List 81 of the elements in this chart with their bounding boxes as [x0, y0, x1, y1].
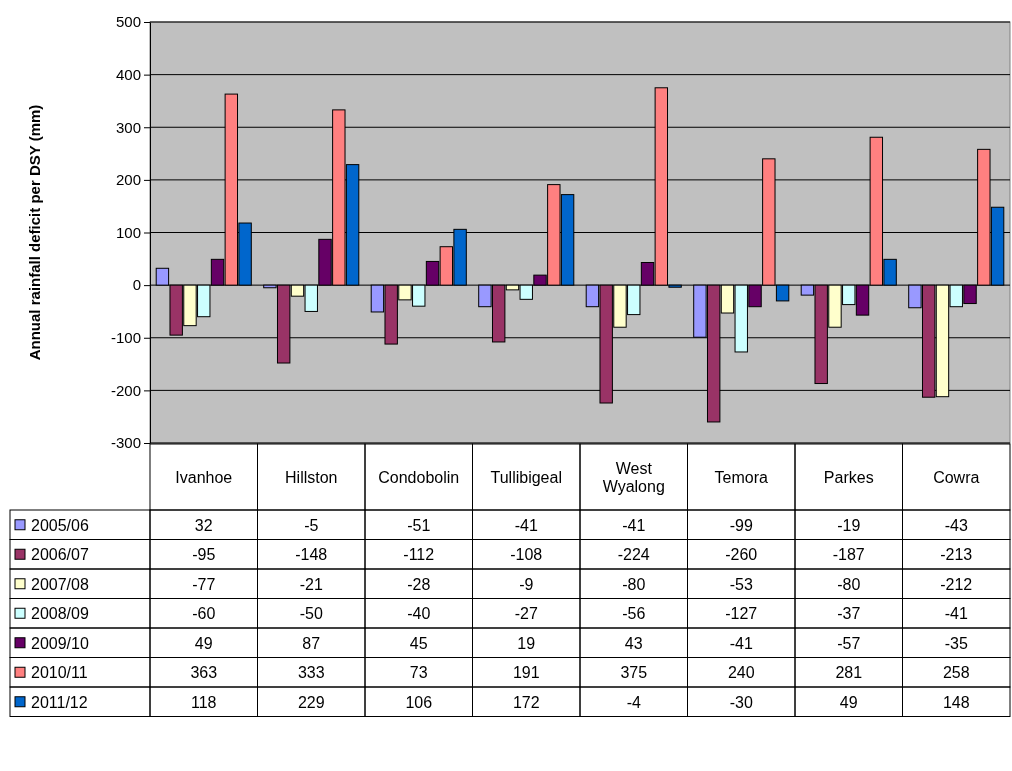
x-tick-label: Hillston: [285, 468, 338, 486]
data-label: -213: [940, 546, 973, 564]
y-tick-label: -100: [110, 329, 141, 347]
x-tick-label: West Wyalong: [602, 459, 665, 495]
data-label: -212: [940, 575, 973, 593]
data-label: -53: [729, 575, 753, 593]
y-axis-title: Annual rainfall deficit per DSY (mm): [26, 104, 43, 361]
data-label: -50: [299, 605, 323, 623]
x-tick-label: Temora: [714, 468, 769, 486]
data-label: -95: [192, 546, 216, 564]
data-label: -127: [725, 605, 758, 623]
data-label: 49: [194, 634, 213, 652]
legend-label: 2005/06: [31, 516, 89, 534]
data-label: -99: [729, 516, 753, 534]
data-label: -30: [729, 693, 753, 711]
data-label: -108: [510, 546, 543, 564]
data-label: -9: [519, 575, 534, 593]
data-label: 229: [297, 693, 325, 711]
data-label: 19: [517, 634, 536, 652]
x-tick-label: Parkes: [823, 468, 874, 486]
data-label: 49: [839, 693, 858, 711]
x-tick-label: Condobolin: [378, 468, 460, 486]
data-label: -60: [192, 605, 216, 623]
data-label: -56: [622, 605, 646, 623]
data-label: -148: [295, 546, 328, 564]
data-label: 73: [409, 664, 428, 682]
data-label: -41: [622, 516, 646, 534]
data-label: 191: [512, 664, 540, 682]
legend-label: 2011/12: [31, 693, 88, 711]
data-label: -51: [407, 516, 431, 534]
data-label: -41: [944, 605, 968, 623]
y-tick-label: 500: [115, 13, 141, 31]
data-label: -5: [304, 516, 319, 534]
y-tick-label: -300: [110, 434, 141, 452]
data-label: -21: [299, 575, 323, 593]
data-label: -35: [944, 634, 968, 652]
data-label: -40: [407, 605, 431, 623]
data-label: 281: [835, 664, 863, 682]
legend-label: 2007/08: [31, 575, 89, 593]
data-label: -19: [837, 516, 861, 534]
data-label: 45: [409, 634, 428, 652]
data-label: -41: [514, 516, 538, 534]
data-label: -77: [192, 575, 216, 593]
x-tick-label: Cowra: [933, 468, 980, 486]
data-label: 87: [302, 634, 321, 652]
legend-label: 2006/07: [31, 546, 89, 564]
data-label: -4: [626, 693, 641, 711]
data-label: 106: [405, 693, 433, 711]
data-label: 43: [624, 634, 643, 652]
data-label: -27: [514, 605, 538, 623]
data-label: -112: [403, 546, 435, 564]
data-label: -43: [944, 516, 968, 534]
y-tick-label: 400: [115, 65, 141, 83]
y-tick-label: 300: [115, 118, 141, 136]
data-label: -57: [837, 634, 861, 652]
data-label: -37: [837, 605, 861, 623]
data-label: -224: [617, 546, 650, 564]
data-label: -28: [407, 575, 431, 593]
data-label: -80: [622, 575, 646, 593]
data-label: -41: [729, 634, 753, 652]
legend-label: 2009/10: [31, 634, 89, 652]
data-label: 375: [620, 664, 648, 682]
data-label: -260: [725, 546, 758, 564]
data-label: 258: [942, 664, 970, 682]
data-label: -80: [837, 575, 861, 593]
data-label: -187: [832, 546, 865, 564]
data-label: 118: [190, 693, 217, 711]
data-label: 172: [512, 693, 540, 711]
x-tick-label: Tullibigeal: [490, 468, 562, 486]
data-label: 32: [194, 516, 213, 534]
y-tick-label: 0: [132, 276, 141, 294]
legend-label: 2010/11: [31, 664, 88, 682]
legend-label: 2008/09: [31, 605, 89, 623]
data-label: 363: [190, 664, 218, 682]
data-label: 240: [727, 664, 755, 682]
data-label: 333: [297, 664, 325, 682]
y-tick-label: 200: [115, 171, 141, 189]
x-tick-label: Ivanhoe: [175, 468, 233, 486]
data-label: 148: [942, 693, 970, 711]
y-tick-label: 100: [115, 223, 141, 241]
y-tick-label: -200: [110, 381, 141, 399]
